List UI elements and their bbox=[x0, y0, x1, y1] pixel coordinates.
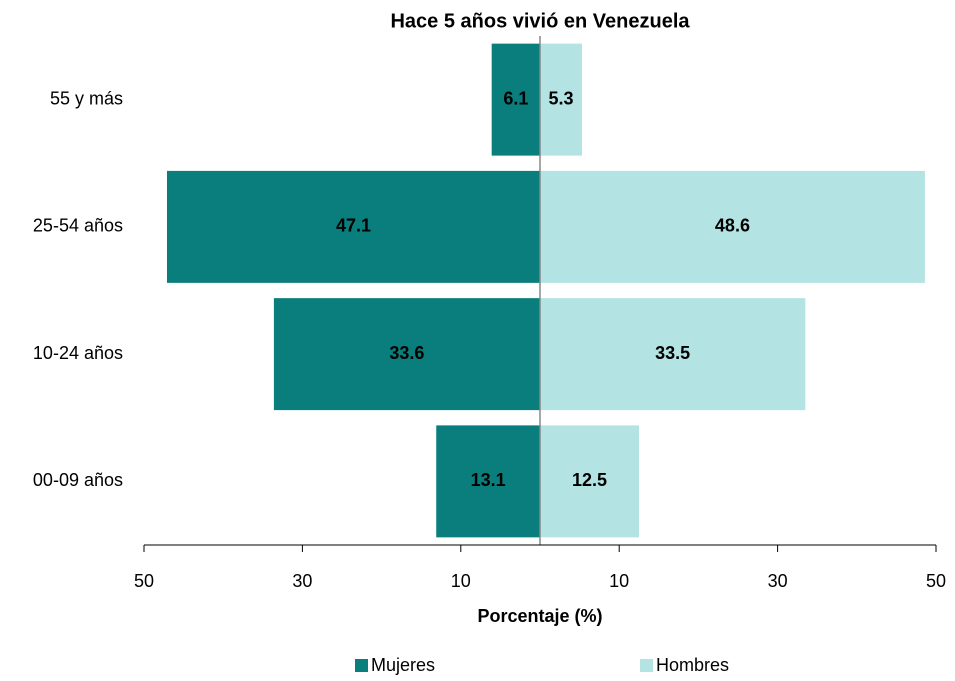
x-tick-label: 10 bbox=[609, 571, 629, 591]
bar bbox=[436, 425, 540, 538]
x-tick-label: 10 bbox=[451, 571, 471, 591]
bar bbox=[540, 43, 582, 156]
y-tick-label: 55 y más bbox=[50, 88, 123, 108]
y-tick-label: 10-24 años bbox=[33, 343, 123, 363]
legend-label: Hombres bbox=[656, 655, 729, 675]
value-label: 48.6 bbox=[715, 216, 750, 236]
legend-swatch bbox=[640, 659, 653, 672]
value-label: 6.1 bbox=[503, 88, 528, 108]
value-label: 12.5 bbox=[572, 470, 607, 490]
bar bbox=[273, 298, 540, 411]
value-label: 33.6 bbox=[389, 343, 424, 363]
legend-swatch bbox=[355, 659, 368, 672]
x-tick-label: 30 bbox=[768, 571, 788, 591]
value-label: 33.5 bbox=[655, 343, 690, 363]
bar bbox=[540, 170, 925, 283]
chart-title: Hace 5 años vivió en Venezuela bbox=[390, 10, 690, 32]
x-tick-label: 50 bbox=[134, 571, 154, 591]
x-tick-label: 30 bbox=[292, 571, 312, 591]
y-tick-label: 00-09 años bbox=[33, 470, 123, 490]
bar bbox=[540, 298, 806, 411]
bar bbox=[491, 43, 540, 156]
value-label: 47.1 bbox=[336, 216, 371, 236]
value-label: 13.1 bbox=[471, 470, 506, 490]
y-tick-label: 25-54 años bbox=[33, 216, 123, 236]
x-tick-label: 50 bbox=[926, 571, 946, 591]
x-axis-title: Porcentaje (%) bbox=[477, 606, 602, 626]
legend-label: Mujeres bbox=[371, 655, 435, 675]
value-label: 5.3 bbox=[548, 88, 573, 108]
bar bbox=[166, 170, 540, 283]
bar bbox=[540, 425, 639, 538]
